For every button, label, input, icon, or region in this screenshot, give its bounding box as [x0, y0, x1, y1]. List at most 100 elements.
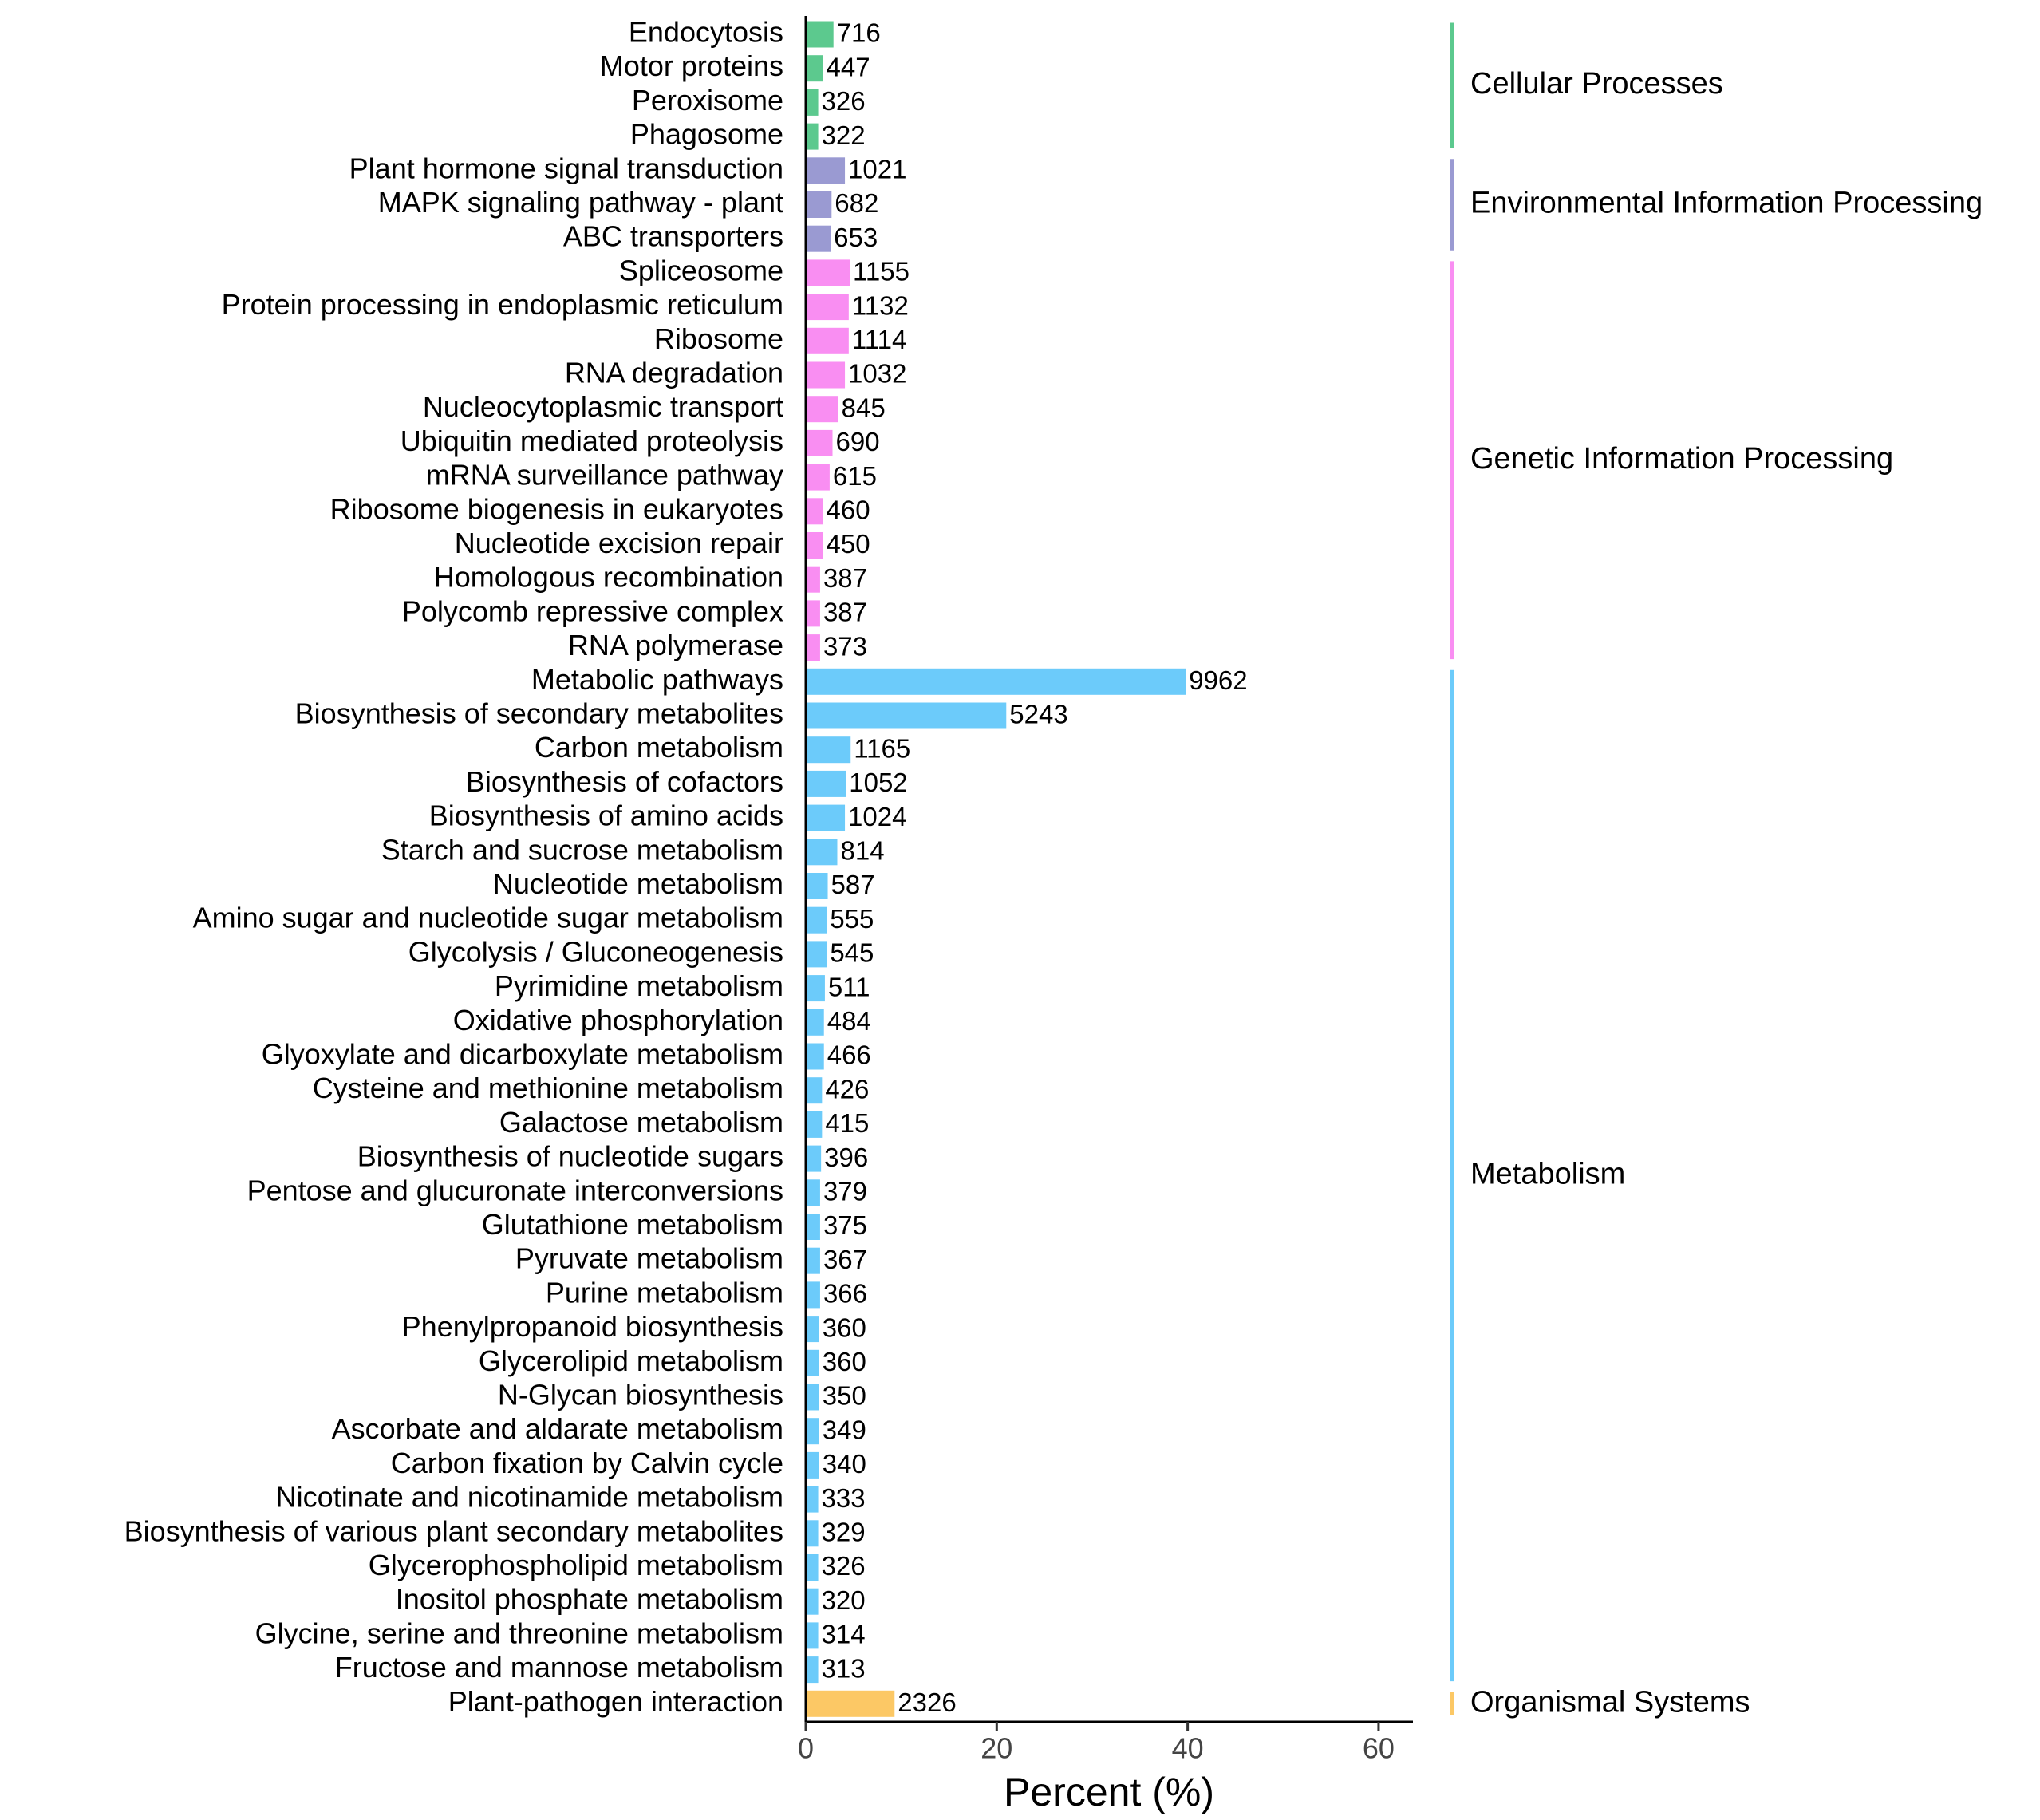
category-label: RNA degradation: [565, 357, 783, 389]
group-label: Environmental Information Processing: [1470, 187, 1983, 220]
value-label: 5243: [1009, 700, 1067, 729]
value-label: 387: [823, 563, 867, 593]
category-label: Protein processing in endoplasmic reticu…: [222, 288, 783, 321]
bar: [806, 1214, 820, 1240]
bar: [806, 1486, 819, 1513]
category-label: Biosynthesis of various plant secondary …: [124, 1514, 783, 1547]
bar: [806, 1111, 823, 1138]
x-tick-label: 40: [1172, 1732, 1204, 1765]
value-label: 366: [823, 1279, 867, 1309]
value-label: 320: [822, 1585, 866, 1615]
category-label: Carbon fixation by Calvin cycle: [391, 1447, 783, 1479]
value-label: 845: [842, 393, 886, 422]
x-axis-title: Percent (%): [1004, 1770, 1214, 1814]
category-label: Metabolic pathways: [531, 663, 783, 696]
category-label: Biosynthesis of nucleotide sugars: [357, 1140, 783, 1173]
bar: [806, 429, 833, 456]
value-label: 387: [823, 598, 867, 627]
group-label: Organismal Systems: [1470, 1685, 1750, 1719]
category-label: Endocytosis: [629, 16, 783, 49]
category-label: MAPK signaling pathway - plant: [378, 186, 783, 219]
category-label: Nucleocytoplasmic transport: [423, 390, 783, 423]
value-label: 329: [822, 1518, 866, 1547]
value-label: 447: [827, 52, 870, 81]
category-label: Ubiquitin mediated proteolysis: [401, 424, 783, 457]
value-label: 314: [822, 1620, 866, 1649]
category-label: Glycerophospholipid metabolism: [369, 1549, 783, 1581]
value-label: 379: [823, 1177, 867, 1206]
category-label: Purine metabolism: [546, 1276, 783, 1309]
value-label: 313: [822, 1653, 866, 1683]
bar: [806, 873, 828, 899]
bar: [806, 464, 830, 491]
bar: [806, 941, 827, 968]
x-tick-label: 60: [1363, 1732, 1395, 1765]
category-label: Nucleotide metabolism: [493, 867, 783, 900]
value-label: 450: [827, 529, 870, 559]
bar: [806, 1009, 824, 1036]
category-label: Amino sugar and nucleotide sugar metabol…: [193, 902, 783, 934]
category-label: Pentose and glucuronate interconversions: [247, 1174, 783, 1206]
value-label: 340: [823, 1449, 866, 1479]
value-label: 466: [827, 1040, 871, 1070]
bar: [806, 566, 820, 593]
category-label: Carbon metabolism: [535, 731, 783, 764]
value-label: 373: [823, 631, 867, 661]
category-label: Ribosome: [654, 322, 783, 355]
category-label: mRNA surveillance pathway: [426, 459, 783, 492]
category-label: Peroxisome: [632, 84, 783, 116]
x-tick-label: 0: [798, 1732, 814, 1765]
bar: [806, 1316, 819, 1343]
category-label: Motor proteins: [600, 49, 783, 82]
value-label: 716: [837, 18, 881, 48]
value-label: 350: [823, 1381, 866, 1411]
bar: [806, 191, 832, 218]
value-label: 1032: [848, 359, 906, 389]
value-label: 1165: [854, 733, 910, 763]
value-label: 360: [823, 1313, 866, 1342]
bar: [806, 21, 834, 48]
bar: [806, 702, 1007, 729]
bar: [806, 1145, 822, 1172]
value-label: 1114: [852, 325, 907, 354]
value-label: 587: [831, 870, 875, 899]
bar: [806, 736, 851, 764]
value-label: 1155: [853, 257, 910, 286]
value-label: 426: [825, 1074, 869, 1103]
value-label: 1132: [852, 290, 909, 320]
category-label: Plant hormone signal transduction: [349, 152, 783, 184]
bar: [806, 668, 1186, 695]
group-label: Cellular Processes: [1470, 67, 1723, 101]
category-label: Ribosome biogenesis in eukaryotes: [330, 492, 783, 525]
value-label: 322: [822, 120, 866, 150]
bar: [806, 1690, 895, 1717]
category-label: Phenylpropanoid biosynthesis: [402, 1310, 783, 1343]
bar: [806, 361, 846, 389]
value-label: 814: [840, 836, 884, 866]
category-label: Glyoxylate and dicarboxylate metabolism: [262, 1038, 783, 1071]
category-label: Galactose metabolism: [499, 1106, 783, 1139]
bar: [806, 906, 827, 934]
bar: [806, 1247, 820, 1274]
bar: [806, 1451, 819, 1479]
bar: [806, 1384, 819, 1411]
value-label: 375: [823, 1210, 867, 1240]
category-label: N-Glycan biosynthesis: [498, 1379, 783, 1411]
bar: [806, 1043, 824, 1070]
bar: [806, 327, 849, 354]
category-label: Ascorbate and aldarate metabolism: [332, 1412, 783, 1445]
value-label: 415: [825, 1108, 869, 1138]
bar: [806, 498, 823, 525]
value-label: 333: [822, 1483, 866, 1513]
value-label: 9962: [1189, 665, 1247, 695]
value-label: 555: [830, 904, 874, 934]
category-label: Phagosome: [630, 118, 783, 151]
value-label: 682: [835, 188, 878, 218]
value-label: 484: [827, 1006, 871, 1036]
bar: [806, 1349, 819, 1376]
bar: [806, 1656, 819, 1684]
value-label: 326: [822, 86, 866, 116]
category-label: Pyruvate metabolism: [515, 1242, 783, 1275]
category-label: ABC transporters: [563, 220, 783, 253]
